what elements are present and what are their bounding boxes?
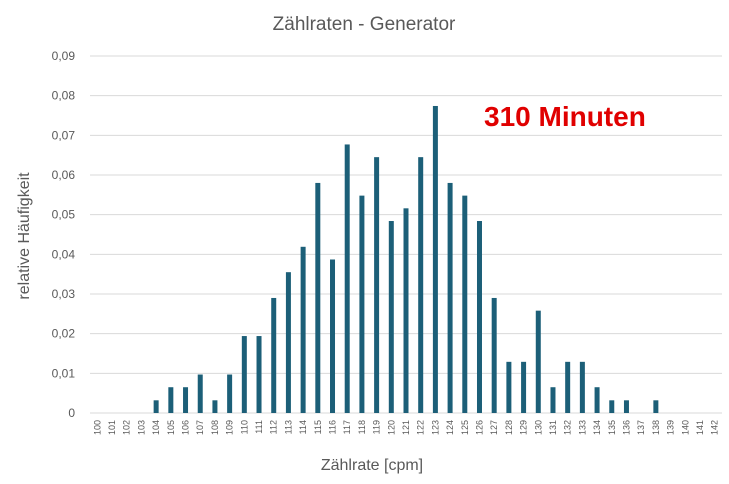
x-tick-label: 118 <box>357 420 367 434</box>
x-tick-label: 111 <box>254 420 264 434</box>
x-tick-label: 122 <box>416 420 426 435</box>
x-tick-label: 116 <box>328 420 338 434</box>
bar-129 <box>521 361 527 413</box>
x-tick-label: 135 <box>607 420 617 435</box>
bar-128 <box>506 361 512 413</box>
bar-105 <box>168 387 174 413</box>
y-tick-label: 0,06 <box>52 168 76 182</box>
bar-136 <box>623 400 629 413</box>
x-tick-label: 100 <box>92 420 102 435</box>
x-tick-label: 105 <box>166 420 176 435</box>
annotation-label: 310 Minuten <box>484 101 646 132</box>
x-tick-label: 121 <box>401 420 411 435</box>
bar-112 <box>271 297 277 413</box>
y-tick-label: 0 <box>68 406 75 420</box>
x-tick-label: 104 <box>151 420 161 435</box>
x-tick-label: 133 <box>577 420 587 435</box>
bar-122 <box>418 157 424 413</box>
x-tick-label: 108 <box>210 420 220 435</box>
x-tick-label: 134 <box>592 420 602 435</box>
x-tick-label: 119 <box>372 420 382 434</box>
x-tick-label: 107 <box>195 420 205 435</box>
x-tick-label: 139 <box>666 420 676 435</box>
bar-104 <box>153 400 159 413</box>
bar-121 <box>403 208 409 413</box>
x-tick-label: 101 <box>107 420 117 435</box>
x-tick-label: 117 <box>342 420 352 434</box>
bar-133 <box>579 361 585 413</box>
bar-130 <box>535 310 541 413</box>
bar-106 <box>183 387 189 413</box>
bar-123 <box>432 105 438 413</box>
bar-109 <box>227 374 233 413</box>
bar-138 <box>653 400 659 413</box>
x-tick-label: 128 <box>504 420 514 435</box>
x-tick-label: 132 <box>563 420 573 435</box>
y-tick-label: 0,08 <box>52 89 76 103</box>
x-tick-label: 103 <box>136 420 146 435</box>
y-tick-label: 0,07 <box>52 128 76 142</box>
y-tick-label: 0,03 <box>52 287 76 301</box>
x-tick-label: 142 <box>710 420 720 435</box>
x-tick-label: 109 <box>225 420 235 435</box>
y-axis-title: relative Häufigkeit <box>16 172 33 300</box>
bar-132 <box>565 361 571 413</box>
bar-113 <box>285 272 291 413</box>
x-tick-labels: 100 101 102 103 104 105 106 107 108 109 110 111 112 1… <box>92 420 719 435</box>
bar-125 <box>462 195 468 413</box>
x-tick-label: 125 <box>460 420 470 435</box>
y-tick-label: 0,01 <box>52 366 76 380</box>
x-tick-label: 137 <box>636 420 646 435</box>
bar-115 <box>315 182 321 413</box>
bars <box>153 105 659 413</box>
x-tick-label: 127 <box>489 420 499 435</box>
x-tick-label: 141 <box>695 420 705 435</box>
x-tick-label: 120 <box>386 420 396 435</box>
x-tick-label: 123 <box>430 420 440 435</box>
bar-126 <box>476 221 482 413</box>
x-tick-label: 126 <box>474 420 484 435</box>
bar-111 <box>256 336 262 413</box>
x-axis-title: Zählrate [cpm] <box>321 457 423 474</box>
bar-119 <box>374 157 380 413</box>
y-tick-labels: 0 0,01 0,02 0,03 0,04 0,05 0,06 0,07 0,08 0,09 <box>52 49 76 420</box>
x-tick-label: 113 <box>283 420 293 434</box>
bar-135 <box>609 400 615 413</box>
x-tick-label: 102 <box>122 420 132 435</box>
y-tick-label: 0,05 <box>52 208 76 222</box>
x-tick-label: 140 <box>680 420 690 435</box>
bar-131 <box>550 387 556 413</box>
chart-title: Zählraten - Generator <box>273 14 456 35</box>
bar-117 <box>344 144 350 413</box>
bar-116 <box>330 259 336 413</box>
x-tick-label: 130 <box>533 420 543 435</box>
bar-108 <box>212 400 218 413</box>
bar-110 <box>241 336 247 413</box>
bar-120 <box>388 221 394 413</box>
x-tick-label: 136 <box>621 420 631 435</box>
y-tick-label: 0,09 <box>52 49 76 63</box>
x-tick-label: 110 <box>239 420 249 434</box>
y-tick-label: 0,04 <box>52 247 76 261</box>
bar-114 <box>300 246 306 413</box>
bar-107 <box>197 374 203 413</box>
x-tick-label: 112 <box>269 420 279 434</box>
x-tick-label: 114 <box>298 420 308 434</box>
x-tick-label: 138 <box>651 420 661 435</box>
bar-124 <box>447 182 453 413</box>
x-tick-label: 115 <box>313 420 323 434</box>
y-tick-label: 0,02 <box>52 327 76 341</box>
x-tick-label: 131 <box>548 420 558 435</box>
bar-118 <box>359 195 365 413</box>
x-tick-label: 106 <box>181 420 191 435</box>
bar-127 <box>491 297 497 413</box>
x-tick-label: 124 <box>445 420 455 435</box>
bar-134 <box>594 387 600 413</box>
x-tick-label: 129 <box>519 420 529 435</box>
